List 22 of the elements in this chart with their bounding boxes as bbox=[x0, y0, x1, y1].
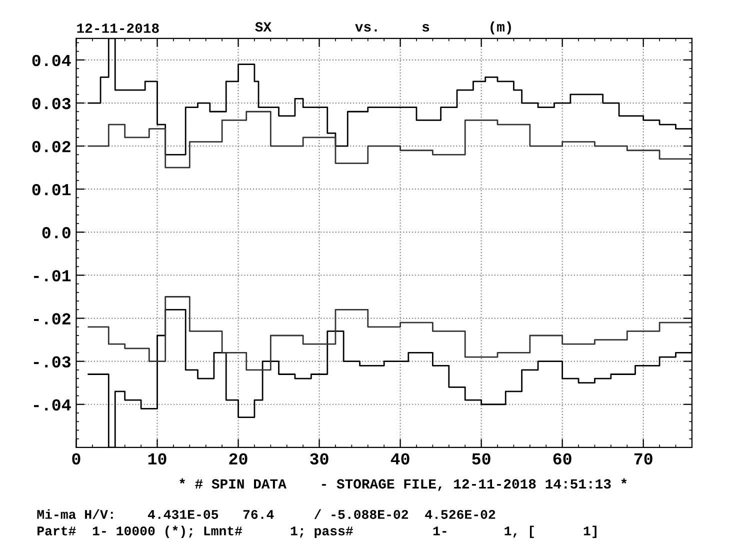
x-tick-label: 20 bbox=[229, 453, 248, 465]
x-tick-label: 30 bbox=[310, 453, 328, 465]
x-tick-label: 10 bbox=[148, 453, 166, 465]
x-tick-label: 50 bbox=[472, 453, 490, 465]
text: Mi-ma H/V: 4.431E-05 76.4 / -5.088E-02 4.526E-02 bbox=[37, 509, 496, 519]
x-tick-label: 40 bbox=[390, 453, 410, 465]
x-tick-label: 60 bbox=[553, 453, 572, 465]
chart-title: SX vs. s (m) bbox=[255, 21, 511, 34]
text: * # SPIN DATA - STORAGE FILE, 12-11-2018 14:51:13 * bbox=[180, 478, 627, 491]
text: 12-11-2018 bbox=[77, 24, 159, 33]
y-tick-label: 0.03 bbox=[32, 98, 71, 110]
y-tick-label: -.01 bbox=[34, 270, 71, 282]
text: Part# 1- 10000 (*); Lmnt# 1; pass# 1- 1, [ 1] bbox=[38, 526, 596, 538]
y-tick-label: -.03 bbox=[34, 356, 71, 368]
y-tick-label: 0.01 bbox=[32, 184, 71, 196]
y-tick-label: 0.02 bbox=[32, 140, 70, 152]
y-tick-label: -.02 bbox=[34, 313, 70, 324]
x-tick-label: 70 bbox=[634, 453, 652, 465]
y-tick-label: 0.0 bbox=[42, 227, 70, 238]
x-tick-label: 0 bbox=[72, 453, 80, 465]
y-tick-label: 0.04 bbox=[32, 54, 71, 66]
y-tick-label: -.04 bbox=[34, 399, 71, 411]
